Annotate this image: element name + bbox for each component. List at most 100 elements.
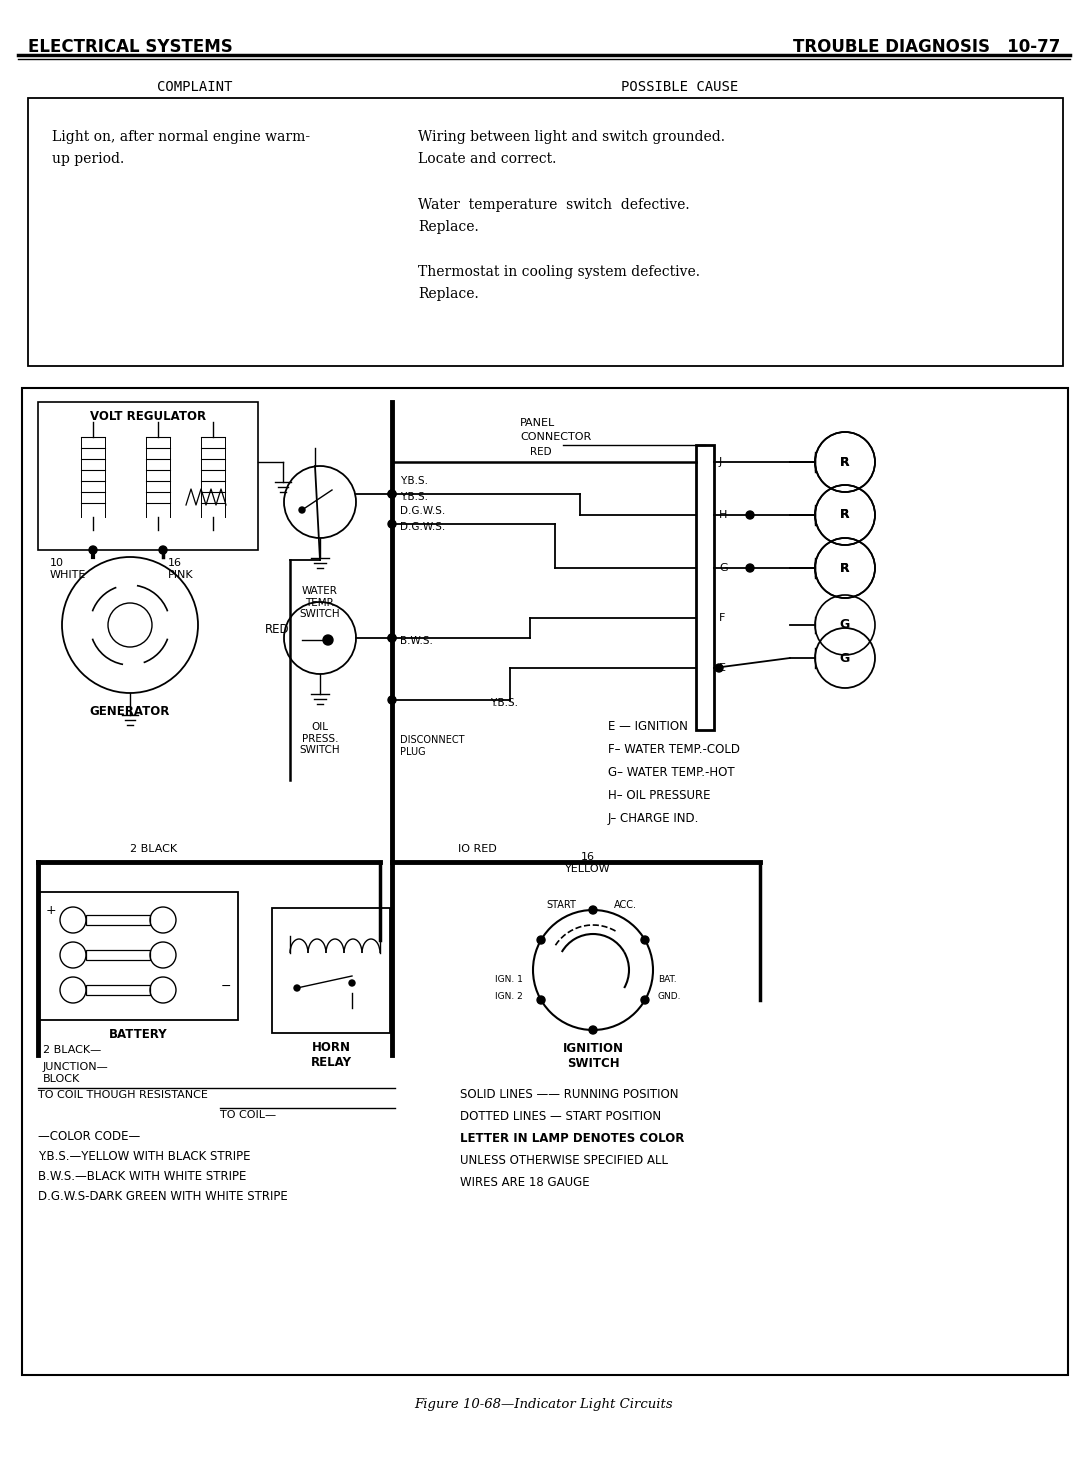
Text: DOTTED LINES — START POSITION: DOTTED LINES — START POSITION bbox=[460, 1110, 662, 1123]
Text: Thermostat in cooling system defective.: Thermostat in cooling system defective. bbox=[418, 266, 700, 279]
Circle shape bbox=[388, 634, 396, 642]
Text: E — IGNITION: E — IGNITION bbox=[608, 720, 688, 733]
Text: D.G.W.S-DARK GREEN WITH WHITE STRIPE: D.G.W.S-DARK GREEN WITH WHITE STRIPE bbox=[38, 1190, 287, 1203]
Circle shape bbox=[715, 664, 724, 672]
Text: IGN. 1: IGN. 1 bbox=[495, 975, 523, 984]
Text: Water  temperature  switch  defective.: Water temperature switch defective. bbox=[418, 199, 690, 212]
Text: ELECTRICAL SYSTEMS: ELECTRICAL SYSTEMS bbox=[28, 38, 233, 55]
Text: R: R bbox=[840, 508, 850, 521]
Text: PANEL: PANEL bbox=[520, 418, 555, 428]
Bar bbox=[86, 986, 150, 996]
Text: TO COIL—: TO COIL— bbox=[220, 1110, 276, 1120]
Text: 10: 10 bbox=[50, 558, 64, 568]
Text: WHITE: WHITE bbox=[50, 569, 86, 580]
Text: −: − bbox=[221, 980, 232, 993]
Text: ACC.: ACC. bbox=[614, 899, 636, 910]
Text: D.G.W.S.: D.G.W.S. bbox=[400, 507, 445, 515]
Circle shape bbox=[537, 996, 545, 1004]
Text: +: + bbox=[46, 904, 57, 917]
Text: R: R bbox=[840, 456, 850, 469]
Text: R: R bbox=[840, 456, 850, 469]
Text: F: F bbox=[719, 613, 726, 623]
Bar bbox=[28, 98, 1063, 366]
Text: DISCONNECT
PLUG: DISCONNECT PLUG bbox=[400, 734, 465, 756]
Text: IO RED: IO RED bbox=[458, 844, 497, 854]
Text: H– OIL PRESSURE: H– OIL PRESSURE bbox=[608, 788, 710, 802]
Text: G: G bbox=[719, 564, 728, 572]
Text: Y.B.S.: Y.B.S. bbox=[400, 492, 428, 502]
Text: H: H bbox=[719, 510, 728, 520]
Bar bbox=[86, 950, 150, 961]
Text: E: E bbox=[719, 663, 726, 673]
Text: Locate and correct.: Locate and correct. bbox=[418, 152, 556, 166]
Text: B.W.S.—BLACK WITH WHITE STRIPE: B.W.S.—BLACK WITH WHITE STRIPE bbox=[38, 1169, 246, 1183]
Text: 2 BLACK: 2 BLACK bbox=[129, 844, 177, 854]
Circle shape bbox=[388, 491, 396, 498]
Text: B.W.S.: B.W.S. bbox=[400, 637, 433, 645]
Text: Wiring between light and switch grounded.: Wiring between light and switch grounded… bbox=[418, 130, 725, 145]
Circle shape bbox=[388, 696, 396, 704]
Text: up period.: up period. bbox=[52, 152, 124, 166]
Text: TROUBLE DIAGNOSIS   10-77: TROUBLE DIAGNOSIS 10-77 bbox=[793, 38, 1060, 55]
Text: D.G.W.S.: D.G.W.S. bbox=[400, 523, 445, 531]
Text: JUNCTION—
BLOCK: JUNCTION— BLOCK bbox=[44, 1061, 109, 1083]
Text: Replace.: Replace. bbox=[418, 288, 479, 301]
Text: J: J bbox=[719, 457, 722, 467]
Bar bbox=[38, 892, 238, 1021]
Text: F– WATER TEMP.-COLD: F– WATER TEMP.-COLD bbox=[608, 743, 740, 756]
Text: UNLESS OTHERWISE SPECIFIED ALL: UNLESS OTHERWISE SPECIFIED ALL bbox=[460, 1153, 668, 1167]
Circle shape bbox=[323, 635, 333, 645]
Circle shape bbox=[89, 546, 97, 553]
Text: —COLOR CODE—: —COLOR CODE— bbox=[38, 1130, 140, 1143]
Text: GND.: GND. bbox=[658, 991, 681, 1002]
Text: Figure 10-68—Indicator Light Circuits: Figure 10-68—Indicator Light Circuits bbox=[415, 1399, 673, 1410]
Text: 16: 16 bbox=[168, 558, 182, 568]
Circle shape bbox=[641, 936, 648, 945]
Circle shape bbox=[746, 511, 754, 518]
Circle shape bbox=[159, 546, 166, 553]
Text: G: G bbox=[840, 651, 850, 664]
Bar bbox=[86, 915, 150, 926]
Circle shape bbox=[388, 634, 396, 642]
Text: J– CHARGE IND.: J– CHARGE IND. bbox=[608, 812, 700, 825]
Bar bbox=[22, 388, 1068, 1375]
Text: 2 BLACK—: 2 BLACK— bbox=[44, 1045, 101, 1056]
Text: SOLID LINES —— RUNNING POSITION: SOLID LINES —— RUNNING POSITION bbox=[460, 1088, 679, 1101]
Circle shape bbox=[537, 936, 545, 945]
Circle shape bbox=[746, 564, 754, 572]
Circle shape bbox=[349, 980, 355, 986]
Text: HORN
RELAY: HORN RELAY bbox=[310, 1041, 351, 1069]
Text: Replace.: Replace. bbox=[418, 220, 479, 234]
Circle shape bbox=[388, 520, 396, 529]
Text: BAT.: BAT. bbox=[658, 975, 677, 984]
Text: WATER
TEMP.
SWITCH: WATER TEMP. SWITCH bbox=[299, 585, 341, 619]
Text: Y.B.S.: Y.B.S. bbox=[490, 698, 518, 708]
Text: Light on, after normal engine warm-: Light on, after normal engine warm- bbox=[52, 130, 310, 145]
Circle shape bbox=[299, 507, 305, 512]
Text: IGN. 2: IGN. 2 bbox=[495, 991, 523, 1002]
Text: WIRES ARE 18 GAUGE: WIRES ARE 18 GAUGE bbox=[460, 1175, 590, 1188]
Text: 16
YELLOW: 16 YELLOW bbox=[565, 853, 610, 873]
Text: R: R bbox=[840, 508, 850, 521]
Text: IGNITION
SWITCH: IGNITION SWITCH bbox=[562, 1042, 623, 1070]
Circle shape bbox=[641, 996, 648, 1004]
Bar bbox=[38, 402, 258, 550]
Text: G: G bbox=[840, 619, 850, 632]
Text: Y.B.S.—YELLOW WITH BLACK STRIPE: Y.B.S.—YELLOW WITH BLACK STRIPE bbox=[38, 1150, 250, 1164]
Text: COMPLAINT: COMPLAINT bbox=[158, 80, 233, 93]
Bar bbox=[696, 445, 714, 730]
Text: PINK: PINK bbox=[168, 569, 194, 580]
Text: POSSIBLE CAUSE: POSSIBLE CAUSE bbox=[621, 80, 739, 93]
Text: GENERATOR: GENERATOR bbox=[90, 705, 170, 718]
Text: Y.B.S.: Y.B.S. bbox=[400, 476, 428, 486]
Circle shape bbox=[294, 986, 300, 991]
Circle shape bbox=[388, 491, 396, 498]
Text: OIL
PRESS.
SWITCH: OIL PRESS. SWITCH bbox=[299, 723, 341, 755]
Text: BATTERY: BATTERY bbox=[109, 1028, 168, 1041]
Text: TO COIL THOUGH RESISTANCE: TO COIL THOUGH RESISTANCE bbox=[38, 1091, 208, 1099]
Bar bbox=[272, 908, 390, 1034]
Text: G– WATER TEMP.-HOT: G– WATER TEMP.-HOT bbox=[608, 766, 734, 780]
Circle shape bbox=[589, 1026, 597, 1034]
Text: LETTER IN LAMP DENOTES COLOR: LETTER IN LAMP DENOTES COLOR bbox=[460, 1132, 684, 1145]
Text: VOLT REGULATOR: VOLT REGULATOR bbox=[90, 410, 206, 423]
